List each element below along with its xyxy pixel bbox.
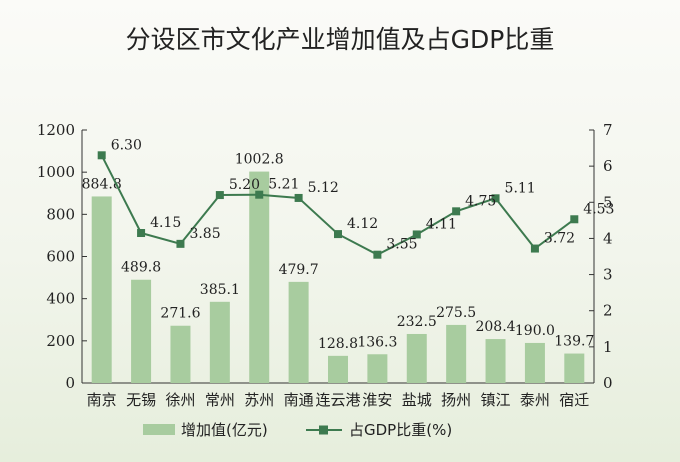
line-value-label: 5.20 [229,177,260,193]
bar [446,324,467,383]
bar [249,171,270,383]
category-label: 扬州 [441,391,471,409]
legend: 增加值(亿元) 占GDP比重(%) [143,421,452,439]
y-left-tick-label: 800 [46,205,75,223]
line-point [412,230,421,239]
category-label: 南通 [284,391,314,409]
category-label: 盐城 [402,391,432,409]
bar [406,333,427,383]
bar-value-label: 489.8 [121,260,161,276]
line-point [215,191,224,200]
category-label: 淮安 [362,391,392,409]
bar [367,354,388,383]
category-label: 宿迁 [559,391,589,409]
bar [91,196,112,383]
y-left-tick-label: 1000 [37,163,75,181]
line-value-label: 4.75 [465,193,496,209]
bar-value-label: 884.8 [82,176,122,192]
line-point [294,193,303,202]
bar [131,279,152,383]
line-value-label: 6.30 [111,137,142,153]
line-value-label: 4.15 [150,215,181,231]
line-point [570,215,579,224]
category-label: 南京 [87,391,117,409]
bar [564,353,585,383]
line-point [334,230,342,239]
category-label: 镇江 [481,391,511,409]
bar-value-label: 136.3 [357,334,397,350]
line-value-label: 3.55 [386,237,417,253]
line-point [452,207,461,216]
legend-label-line: 占GDP比重(%) [349,421,452,439]
bar-value-label: 1002.8 [235,152,284,168]
line-point [373,250,382,259]
bar-value-label: 128.8 [318,336,358,352]
line-point [530,244,539,253]
line-value-label: 3.85 [189,226,220,242]
bar [328,355,348,383]
line-point [176,239,185,248]
line-series [97,151,579,259]
bar [485,339,506,383]
line-value-label: 4.11 [426,216,457,232]
legend-label-bar: 增加值(亿元) [181,421,268,439]
line-point [491,194,500,203]
y-left-tick-label: 1200 [37,121,75,139]
line-value-label: 4.12 [347,216,378,232]
bar-series [91,171,585,383]
bar [524,342,545,383]
y-right-tick-label: 2 [603,302,613,320]
y-left-tick-label: 600 [46,248,75,266]
bar-value-label: 208.4 [475,319,515,335]
bar-value-label: 275.5 [436,305,476,321]
line-value-label: 5.11 [505,180,536,196]
line-data-labels: 6.30 4.15 3.85 5.20 5.21 5.12 4.12 3.55 4.11 4.75… [111,137,615,252]
bar-value-label: 479.7 [279,262,319,278]
bar-value-label: 139.7 [554,334,594,350]
bar-value-label: 190.0 [515,323,555,339]
category-label: 无锡 [126,391,156,409]
category-label: 徐州 [165,391,195,409]
line-point [137,229,146,238]
axes: 0 200 400 600 800 1000 1200 0 1 2 3 4 5 6 7 [37,121,613,392]
category-label: 苏州 [244,391,274,409]
line-value-label: 4.53 [583,201,614,217]
bar [288,281,309,383]
y-right-tick-label: 5 [603,193,613,211]
y-right-tick-label: 3 [603,266,613,284]
line-point [97,151,106,160]
line-point [255,190,264,199]
bar [170,325,191,383]
chart-title: 分设区市文化产业增加值及占GDP比重 [126,25,555,54]
line-value-label: 5.12 [308,180,339,196]
y-right-tick-label: 1 [603,338,613,356]
legend-marker [319,425,328,435]
y-right-tick-label: 0 [603,374,613,392]
y-right-tick-label: 7 [603,121,613,139]
legend-swatch-bar [143,424,175,435]
y-right-tick-label: 6 [603,157,613,175]
line-path [100,154,575,256]
bar-value-label: 232.5 [397,314,437,330]
line-value-label: 3.72 [544,231,575,247]
category-labels: 南京 无锡 徐州 常州 苏州 南通 连云港 淮安 盐城 扬州 镇江 泰州 宿迁 [87,391,590,409]
line-value-label: 5.21 [268,177,299,193]
category-label: 连云港 [315,391,360,409]
bar-value-label: 385.1 [200,282,240,298]
y-left-tick-label: 200 [46,332,75,350]
category-label: 常州 [205,391,235,409]
y-right-tick-label: 4 [603,229,613,247]
y-left-tick-label: 0 [65,374,75,392]
bar-value-label: 271.6 [160,306,200,322]
bar [209,301,230,383]
y-left-tick-label: 400 [46,290,75,308]
category-label: 泰州 [520,391,550,409]
